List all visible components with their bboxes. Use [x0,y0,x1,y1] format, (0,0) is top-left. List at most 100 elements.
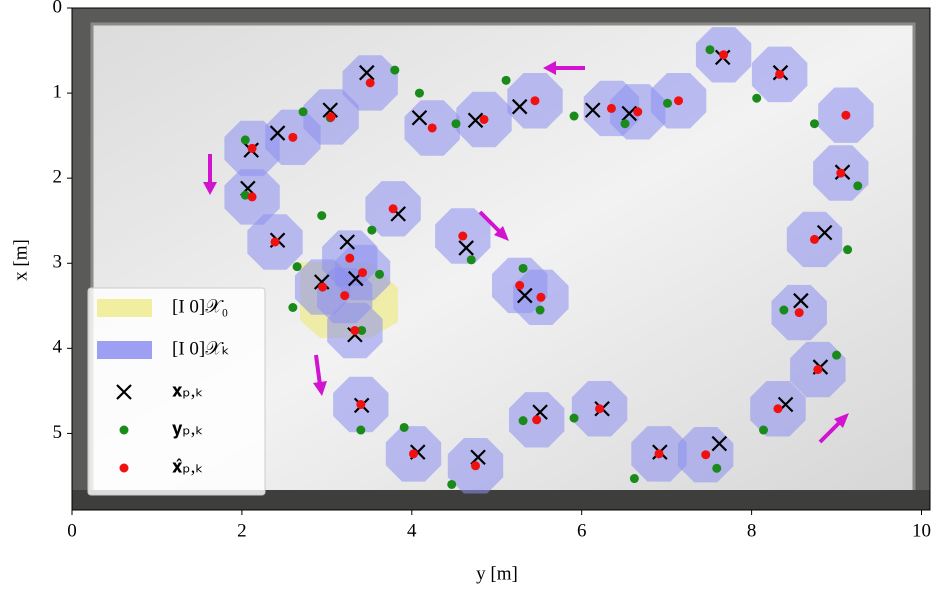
point [775,69,785,79]
point [318,282,328,292]
point [270,237,280,247]
point [358,268,368,278]
point [501,75,511,85]
point [288,302,298,312]
x-tick-label: 10 [912,520,931,541]
point [809,119,819,129]
x-marker [511,98,528,115]
point [809,234,819,244]
point [701,450,711,460]
y-axis-label: x [m] [10,239,31,281]
plot-frame [71,7,931,511]
point [451,119,461,129]
point [843,245,853,255]
point [841,110,851,120]
legend-swatch [97,341,152,359]
point [832,350,842,360]
point [357,325,367,335]
point [515,280,525,290]
point [479,114,489,124]
y-tick-label: 3 [53,252,63,273]
y-tick-label: 2 [53,167,63,188]
point [345,253,355,263]
point [466,255,476,265]
point [620,119,630,129]
point [240,190,250,200]
y-tick-label: 4 [53,337,63,358]
point [375,269,385,279]
point [773,404,783,414]
x-marker [339,234,356,250]
x-marker [621,105,638,122]
point [458,231,468,241]
x-marker [584,102,601,118]
point [518,416,528,426]
x-tick-label: 4 [407,520,417,541]
point [794,308,804,318]
point [288,132,298,142]
point [356,399,366,409]
point [705,45,715,55]
point [471,461,481,471]
x-marker [411,109,428,126]
point [365,78,375,88]
point [292,262,302,272]
legend-label: [I 0]𝒳ₖ [172,338,230,359]
x-tick-label: 2 [237,520,247,541]
point [447,479,457,489]
point [674,96,684,106]
x-marker [458,240,474,256]
point [633,107,643,117]
point [535,305,545,315]
x-marker [517,287,533,304]
x-marker [269,125,286,141]
point [712,463,722,473]
x-marker [711,435,728,452]
point [532,415,542,425]
x-tick-label: 8 [747,520,757,541]
x-marker [467,112,484,129]
point [247,192,257,202]
point [298,107,308,117]
point [595,404,605,414]
direction-arrows [203,61,849,444]
legend-label: 𝐱ₚ,ₖ [172,380,203,401]
point [240,135,250,145]
point [629,474,639,484]
point [427,123,437,133]
marks [240,45,863,489]
point [409,449,419,459]
point [836,168,846,178]
point [813,365,823,375]
x-marker [793,292,809,309]
x-marker [359,64,375,81]
point [367,225,377,235]
point [654,449,664,459]
point [758,425,768,435]
point [530,96,540,106]
legend: [I 0]𝒳₀ [I 0]𝒳ₖ 𝐱ₚ,ₖ 𝐲ₚ,ₖ 𝐱̂ₚ,ₖ [87,287,266,496]
point [356,425,366,435]
legend-label: 𝐲ₚ,ₖ [172,418,203,439]
legend-label: [I 0]𝒳₀ [172,296,228,317]
point [569,111,579,121]
x-tick-label: 6 [577,520,587,541]
x-marker [116,384,132,400]
x-marker [816,224,833,241]
point [317,211,327,221]
point [414,88,424,98]
y-tick-label: 1 [53,81,63,102]
point [663,98,673,108]
y-tick-label: 0 [53,0,63,17]
point [853,181,863,191]
legend-swatch [97,299,152,317]
point [536,292,546,302]
point [340,291,350,301]
y-tick-label: 5 [53,422,63,443]
point [779,305,789,315]
legend-label: 𝐱̂ₚ,ₖ [172,456,203,477]
x-axis-label: y [m] [476,563,518,584]
point [399,422,409,432]
point [752,93,762,103]
